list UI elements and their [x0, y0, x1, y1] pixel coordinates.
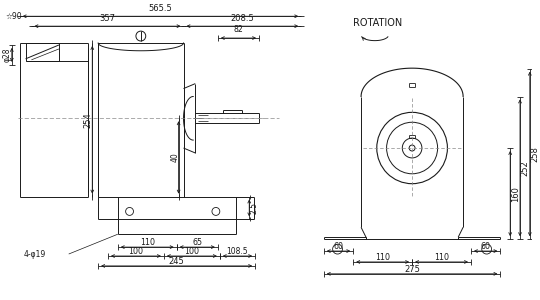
- Text: 160: 160: [511, 186, 519, 202]
- Text: 110: 110: [434, 253, 449, 262]
- Text: 100: 100: [129, 247, 144, 256]
- Text: 65: 65: [192, 238, 202, 247]
- Text: 208.5: 208.5: [231, 14, 254, 23]
- Text: 254: 254: [84, 112, 93, 128]
- Text: 4-φ19: 4-φ19: [24, 250, 46, 259]
- Text: 2.5: 2.5: [249, 202, 259, 214]
- Text: 258: 258: [530, 146, 539, 162]
- Text: ROTATION: ROTATION: [353, 18, 402, 28]
- Text: 60: 60: [481, 242, 491, 251]
- Text: 252: 252: [521, 160, 529, 176]
- Text: φ28: φ28: [2, 48, 11, 62]
- Text: 82: 82: [233, 25, 244, 34]
- Text: 275: 275: [404, 265, 420, 274]
- Text: 40: 40: [170, 153, 179, 162]
- Text: 110: 110: [375, 253, 390, 262]
- Text: 108.5: 108.5: [227, 247, 248, 256]
- Text: 565.5: 565.5: [148, 4, 172, 13]
- Text: 60: 60: [334, 242, 343, 251]
- Text: ☆90: ☆90: [6, 12, 23, 21]
- Text: 357: 357: [99, 14, 116, 23]
- Text: 110: 110: [140, 238, 155, 247]
- Text: 245: 245: [169, 257, 185, 266]
- Text: 100: 100: [184, 247, 199, 256]
